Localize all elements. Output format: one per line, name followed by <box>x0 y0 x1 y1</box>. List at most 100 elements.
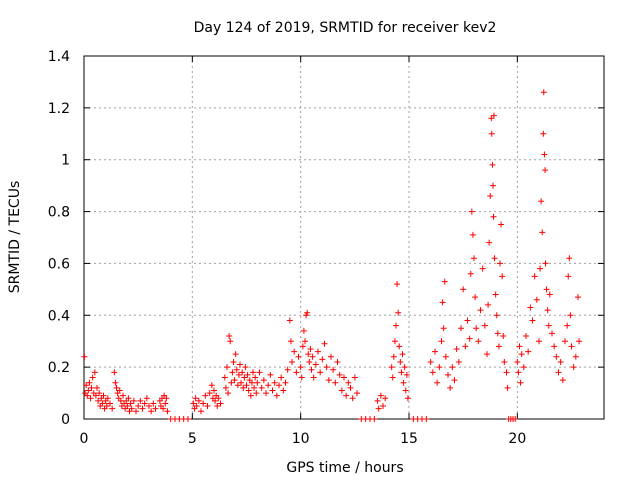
data-point <box>354 390 360 397</box>
data-point <box>260 377 267 384</box>
data-point <box>394 281 401 288</box>
data-point <box>541 151 548 158</box>
x-tick-label: 5 <box>188 431 197 447</box>
data-point <box>447 384 454 391</box>
data-point <box>124 403 131 410</box>
data-point <box>112 379 119 386</box>
data-point <box>310 374 317 381</box>
data-point <box>212 397 219 404</box>
data-point <box>540 130 547 137</box>
data-point <box>109 405 116 412</box>
data-point <box>473 325 480 332</box>
data-point <box>304 309 311 316</box>
data-point <box>564 322 571 329</box>
data-point <box>393 322 399 329</box>
data-point <box>325 377 332 384</box>
data-point <box>486 239 493 246</box>
data-point <box>141 400 148 407</box>
data-point <box>398 369 405 376</box>
data-point <box>495 343 502 350</box>
data-point <box>349 395 356 402</box>
data-point <box>493 312 500 319</box>
data-point <box>427 358 434 365</box>
data-point <box>245 387 252 394</box>
data-point <box>267 371 274 378</box>
data-point <box>271 379 278 386</box>
data-point <box>527 304 534 311</box>
data-point <box>146 403 152 410</box>
data-point <box>222 384 229 391</box>
data-point <box>225 390 232 397</box>
data-point <box>241 374 248 381</box>
data-points <box>81 89 583 422</box>
data-point <box>137 397 144 404</box>
y-tick-label: 1 <box>61 153 70 169</box>
data-point <box>321 340 328 347</box>
data-point <box>280 387 287 394</box>
data-point <box>127 400 134 407</box>
data-point <box>284 366 291 373</box>
data-point <box>143 395 150 402</box>
data-point <box>95 397 102 404</box>
data-point <box>388 364 395 371</box>
data-point <box>193 403 200 410</box>
data-point <box>278 374 285 381</box>
data-point <box>395 309 402 316</box>
data-point <box>293 369 300 376</box>
data-point <box>343 392 350 399</box>
data-point <box>377 392 384 399</box>
data-point <box>545 322 552 329</box>
data-point <box>494 330 501 337</box>
data-point <box>258 384 265 391</box>
data-point <box>546 291 553 298</box>
data-point <box>404 395 411 402</box>
data-point <box>91 369 98 376</box>
data-point <box>198 408 204 415</box>
data-point <box>449 364 456 371</box>
data-point <box>195 397 202 404</box>
data-point <box>83 382 90 389</box>
data-point <box>85 387 92 394</box>
data-point <box>269 387 276 394</box>
data-point <box>217 400 224 407</box>
data-point <box>567 312 574 319</box>
data-point <box>96 390 103 397</box>
data-point <box>125 395 132 402</box>
data-point <box>312 361 319 368</box>
data-point <box>305 351 312 358</box>
data-point <box>551 343 558 350</box>
data-point <box>208 382 215 389</box>
data-point <box>130 397 137 404</box>
data-point <box>116 387 123 394</box>
data-point <box>484 351 490 358</box>
data-point <box>401 364 408 371</box>
data-point <box>432 348 438 355</box>
data-point <box>375 405 382 412</box>
data-point <box>389 374 396 381</box>
data-point <box>298 374 305 381</box>
data-point <box>453 345 460 352</box>
data-point <box>559 377 566 384</box>
data-point <box>536 338 542 345</box>
data-point <box>192 395 199 402</box>
y-tick-label: 0.2 <box>48 360 70 376</box>
data-point <box>150 400 157 407</box>
data-point <box>306 358 313 365</box>
data-point <box>135 403 142 410</box>
data-point <box>533 296 540 303</box>
data-point <box>481 322 488 329</box>
data-point <box>250 369 256 376</box>
data-point <box>525 348 532 355</box>
data-point <box>120 392 126 399</box>
data-point <box>501 358 508 365</box>
data-point <box>276 382 282 389</box>
data-point <box>328 353 334 360</box>
data-point <box>94 384 100 391</box>
data-point <box>396 343 403 350</box>
data-point <box>397 358 404 365</box>
data-point <box>543 286 550 293</box>
data-point <box>330 366 337 373</box>
data-point <box>523 333 529 340</box>
data-point <box>237 361 243 368</box>
data-point <box>351 374 358 381</box>
